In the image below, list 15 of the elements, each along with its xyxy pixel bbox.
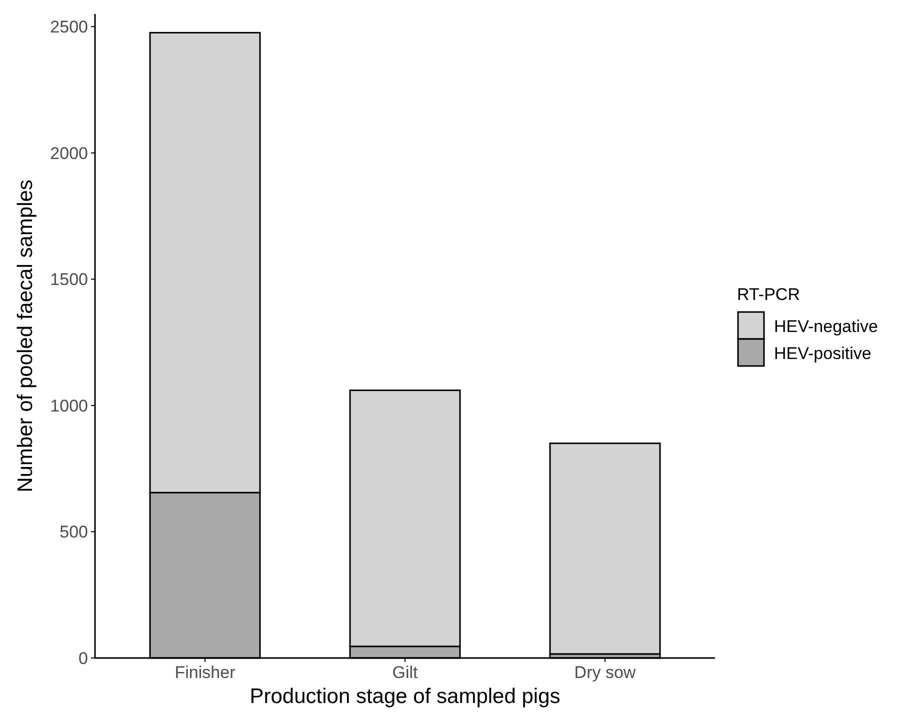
bar xyxy=(549,442,661,655)
legend-title: RT-PCR xyxy=(737,285,800,304)
x-tick-label: Gilt xyxy=(392,663,418,682)
y-tick-label: 500 xyxy=(60,522,88,542)
y-tick-label: 1500 xyxy=(50,270,88,290)
y-tick-label: 2500 xyxy=(50,18,88,37)
x-tick-label: Finisher xyxy=(174,663,236,682)
legend-label: HEV-positive xyxy=(774,344,872,363)
y-tick-label: 0 xyxy=(78,648,88,668)
x-tick-label: Dry sow xyxy=(574,663,636,682)
y-tick-label: 1000 xyxy=(50,396,88,416)
y-tick-label: 2000 xyxy=(50,144,88,163)
x-axis-title: Production stage of sampled pigs xyxy=(250,685,560,708)
legend-label: HEV-negative xyxy=(774,316,878,336)
y-axis-title: Number of pooled faecal samples xyxy=(14,180,37,492)
